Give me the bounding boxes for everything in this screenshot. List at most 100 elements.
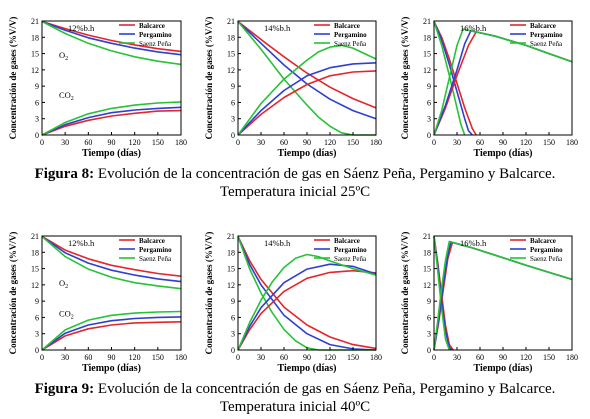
x-tick-label: 90 bbox=[499, 353, 507, 362]
series-line-pergamino-co2 bbox=[237, 62, 377, 136]
x-axis-label: Tiempo (días) bbox=[278, 148, 337, 159]
y-tick-label: 21 bbox=[227, 232, 235, 241]
y-tick-label: 18 bbox=[227, 248, 235, 257]
humidity-label: 12%b.h bbox=[68, 23, 95, 33]
y-tick-label: 18 bbox=[227, 33, 235, 42]
series-line-pergamino-co2 bbox=[41, 106, 182, 136]
y-tick-label: 3 bbox=[35, 115, 39, 124]
humidity-label: 16%b.h bbox=[460, 238, 487, 248]
y-tick-label: 3 bbox=[231, 115, 235, 124]
figure-8-caption-label: Figura 8: bbox=[34, 166, 95, 182]
y-axis-label: Concentración de gases (%V/V) bbox=[204, 232, 214, 355]
legend-label-pergamino: Pergamino bbox=[530, 246, 563, 254]
y-axis-label: Concentración de gases (%V/V) bbox=[400, 232, 410, 355]
series-line-pergamino-co2 bbox=[237, 263, 377, 351]
x-tick-label: 120 bbox=[520, 138, 532, 147]
figure-8-caption: Figura 8: Evolución de la concentración … bbox=[0, 165, 590, 201]
annotation-o2: O2 bbox=[59, 50, 68, 62]
x-tick-label: 150 bbox=[543, 353, 555, 362]
series-line-pergamino-o2 bbox=[41, 235, 182, 283]
x-tick-label: 90 bbox=[303, 138, 311, 147]
y-tick-label: 21 bbox=[31, 232, 39, 241]
x-tick-label: 60 bbox=[476, 353, 484, 362]
series-line-balcarce-o2 bbox=[433, 21, 477, 136]
series-line-saenz-pena-co2 bbox=[41, 101, 182, 136]
y-tick-label: 18 bbox=[423, 33, 431, 42]
x-tick-label: 0 bbox=[40, 353, 44, 362]
legend-label-saenz-pena: Saenz Peña bbox=[139, 255, 172, 263]
x-tick-label: 30 bbox=[257, 353, 265, 362]
chart-5: 0 3 6 9 12 15 18 21 0 30 60 90 120 150 180 Tiempo (días… bbox=[204, 232, 382, 374]
x-tick-label: 180 bbox=[175, 138, 187, 147]
x-axis-label: Tiempo (días) bbox=[474, 148, 533, 159]
series-line-pergamino-o2 bbox=[433, 21, 473, 136]
x-tick-label: 30 bbox=[61, 353, 69, 362]
figure-9-caption-label: Figura 9: bbox=[34, 381, 95, 397]
y-tick-label: 15 bbox=[227, 265, 235, 274]
figure-9-caption-temperature: Temperatura inicial 40ºC bbox=[219, 399, 371, 415]
annotation-o2: O2 bbox=[59, 278, 68, 290]
y-tick-label: 15 bbox=[227, 50, 235, 59]
x-axis-label: Tiempo (días) bbox=[278, 363, 337, 374]
legend-label-balcarce: Balcarce bbox=[139, 22, 165, 30]
annotation-co2: CO2 bbox=[59, 90, 74, 102]
y-tick-label: 15 bbox=[423, 50, 431, 59]
humidity-label: 16%b.h bbox=[460, 23, 487, 33]
x-axis-label: Tiempo (días) bbox=[82, 148, 141, 159]
x-tick-label: 150 bbox=[152, 353, 164, 362]
figure-9-caption: Figura 9: Evolución de la concentración … bbox=[0, 380, 590, 416]
x-tick-label: 60 bbox=[280, 138, 288, 147]
y-tick-label: 9 bbox=[427, 297, 431, 306]
annotation-co2: CO2 bbox=[59, 308, 74, 320]
x-axis-label: Tiempo (días) bbox=[474, 363, 533, 374]
y-tick-label: 3 bbox=[427, 330, 431, 339]
series-line-balcarce-o2 bbox=[41, 20, 182, 53]
x-tick-label: 0 bbox=[432, 353, 436, 362]
legend-label-pergamino: Pergamino bbox=[139, 246, 172, 254]
y-tick-label: 15 bbox=[423, 265, 431, 274]
legend-label-balcarce: Balcarce bbox=[139, 237, 165, 245]
x-tick-label: 60 bbox=[280, 353, 288, 362]
x-tick-label: 120 bbox=[324, 353, 336, 362]
x-tick-label: 120 bbox=[520, 353, 532, 362]
y-tick-label: 3 bbox=[35, 330, 39, 339]
series-line-pergamino-o2 bbox=[237, 236, 377, 351]
chart-2: 0 3 6 9 12 15 18 21 0 30 60 90 120 150 180 Tiempo (días… bbox=[204, 17, 382, 159]
y-axis-label: Concentración de gases (%V/V) bbox=[204, 17, 214, 140]
y-tick-label: 6 bbox=[427, 98, 431, 107]
x-tick-label: 30 bbox=[453, 353, 461, 362]
series-line-pergamino-o2 bbox=[41, 20, 182, 56]
x-tick-label: 60 bbox=[84, 353, 92, 362]
legend-label-saenz-pena: Saenz Peña bbox=[139, 40, 172, 48]
y-tick-label: 6 bbox=[427, 313, 431, 322]
y-tick-label: 12 bbox=[227, 281, 235, 290]
legend-label-pergamino: Pergamino bbox=[334, 31, 367, 39]
legend-label-balcarce: Balcarce bbox=[530, 237, 556, 245]
figure-8-caption-text: Evolución de la concentración de gas en … bbox=[94, 166, 556, 182]
y-tick-label: 18 bbox=[31, 248, 39, 257]
humidity-label: 14%b.h bbox=[264, 238, 291, 248]
humidity-label: 14%b.h bbox=[264, 23, 291, 33]
x-tick-label: 90 bbox=[108, 138, 116, 147]
series-line-saenz-pena-co2 bbox=[433, 240, 573, 351]
figure-9-caption-text: Evolución de la concentración de gas en … bbox=[94, 381, 556, 397]
x-tick-label: 120 bbox=[324, 138, 336, 147]
series-line-balcarce-o2 bbox=[237, 236, 377, 350]
legend-label-saenz-pena: Saenz Peña bbox=[530, 40, 563, 48]
series-line-balcarce-co2 bbox=[237, 70, 377, 136]
legend-label-pergamino: Pergamino bbox=[334, 246, 367, 254]
y-tick-label: 18 bbox=[31, 33, 39, 42]
series-line-saenz-pena-co2 bbox=[237, 253, 377, 351]
x-tick-label: 0 bbox=[236, 138, 240, 147]
y-tick-label: 0 bbox=[427, 131, 431, 140]
y-tick-label: 0 bbox=[35, 346, 39, 355]
legend-label-saenz-pena: Saenz Peña bbox=[334, 255, 367, 263]
humidity-label: 12%b.h bbox=[68, 238, 95, 248]
y-tick-label: 18 bbox=[423, 248, 431, 257]
x-tick-label: 180 bbox=[370, 353, 382, 362]
x-tick-label: 150 bbox=[152, 138, 164, 147]
y-tick-label: 6 bbox=[231, 98, 235, 107]
y-tick-label: 6 bbox=[35, 313, 39, 322]
series-line-saenz-pena-o2 bbox=[433, 21, 466, 136]
